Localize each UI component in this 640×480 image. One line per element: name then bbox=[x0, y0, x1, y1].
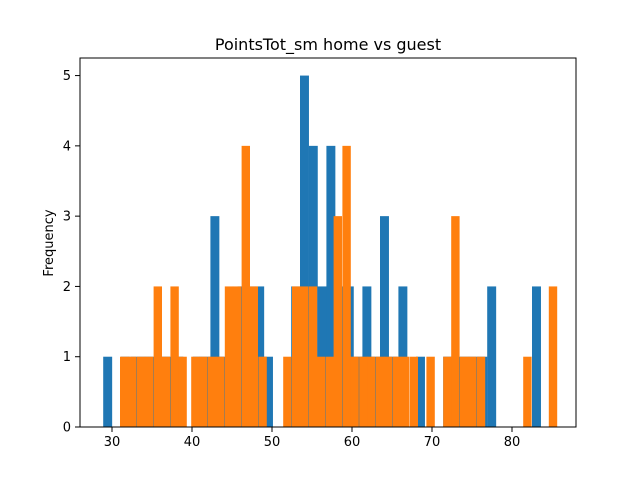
bar-guest-24 bbox=[342, 145, 351, 428]
bar-home-30 bbox=[416, 356, 425, 427]
bar-guest-31 bbox=[400, 356, 410, 427]
bar-home-10 bbox=[210, 216, 220, 427]
bar-guest-7 bbox=[178, 356, 187, 427]
bar-guest-4 bbox=[153, 286, 162, 427]
bar-guest-23 bbox=[333, 216, 342, 427]
bar-guest-10 bbox=[208, 356, 217, 427]
bar-guest-0 bbox=[120, 356, 129, 427]
bar-guest-29 bbox=[384, 356, 393, 427]
y-tick-label-0: 0 bbox=[63, 421, 71, 436]
bar-guest-32 bbox=[409, 356, 418, 427]
bar-guest-13 bbox=[232, 286, 242, 427]
bar-home-26 bbox=[371, 356, 381, 427]
bar-guest-12 bbox=[224, 286, 234, 427]
bar-guest-35 bbox=[451, 216, 460, 427]
bar-home-37 bbox=[532, 286, 541, 427]
bar-home-36 bbox=[487, 286, 497, 427]
bar-guest-21 bbox=[316, 356, 326, 427]
y-axis-label: Frequency bbox=[42, 209, 57, 276]
x-tick-label-4: 70 bbox=[424, 435, 441, 450]
bar-guest-34 bbox=[443, 356, 452, 427]
x-tick-label-5: 80 bbox=[504, 435, 521, 450]
bar-guest-33 bbox=[426, 356, 435, 427]
y-tick-label-1: 1 bbox=[63, 350, 71, 365]
bar-guest-22 bbox=[325, 356, 334, 427]
bar-guest-18 bbox=[292, 286, 301, 427]
bar-home-21 bbox=[326, 145, 336, 428]
x-tick-label-1: 40 bbox=[184, 435, 201, 450]
bar-guest-25 bbox=[350, 356, 359, 427]
bar-guest-20 bbox=[308, 286, 318, 427]
bar-home-27 bbox=[380, 216, 389, 427]
y-tick-label-3: 3 bbox=[63, 210, 71, 225]
x-tick-label-3: 60 bbox=[344, 435, 361, 450]
bar-guest-40 bbox=[548, 286, 558, 427]
bar-guest-16 bbox=[258, 356, 267, 427]
x-tick-label-0: 30 bbox=[104, 435, 121, 450]
bar-home-16 bbox=[264, 356, 273, 427]
bar-guest-27 bbox=[367, 356, 376, 427]
ticks-layer: 30 40 50 60 70 80 0 1 2 3 4 5 bbox=[63, 69, 521, 450]
bar-guest-2 bbox=[136, 356, 146, 427]
bar-guest-17 bbox=[283, 356, 292, 427]
y-tick-label-4: 4 bbox=[63, 139, 71, 154]
bar-guest-26 bbox=[359, 356, 368, 427]
bar-guest-36 bbox=[460, 356, 469, 427]
bar-guest-8 bbox=[191, 356, 200, 427]
chart-title: PointsTot_sm home vs guest bbox=[215, 35, 441, 55]
bar-guest-30 bbox=[392, 356, 402, 427]
bar-guest-39 bbox=[523, 356, 532, 427]
bar-guest-14 bbox=[241, 145, 250, 428]
bar-guest-37 bbox=[468, 356, 477, 427]
bar-guest-11 bbox=[216, 356, 225, 427]
y-tick-label-2: 2 bbox=[63, 280, 71, 295]
bar-guest-9 bbox=[199, 356, 208, 427]
x-tick-label-2: 50 bbox=[264, 435, 281, 450]
bars-layer bbox=[103, 75, 558, 428]
bar-guest-1 bbox=[128, 356, 137, 427]
bar-guest-38 bbox=[476, 356, 486, 427]
bar-guest-5 bbox=[161, 356, 170, 427]
bar-guest-28 bbox=[376, 356, 385, 427]
y-tick-label-5: 5 bbox=[63, 69, 71, 84]
bar-guest-6 bbox=[170, 286, 179, 427]
bar-home-6 bbox=[165, 356, 175, 427]
bar-guest-3 bbox=[144, 356, 154, 427]
bar-guest-19 bbox=[300, 286, 309, 427]
bar-home-18 bbox=[300, 75, 309, 427]
plot-frame bbox=[79, 57, 577, 428]
bar-home-0 bbox=[103, 356, 113, 427]
bar-guest-15 bbox=[249, 286, 258, 427]
